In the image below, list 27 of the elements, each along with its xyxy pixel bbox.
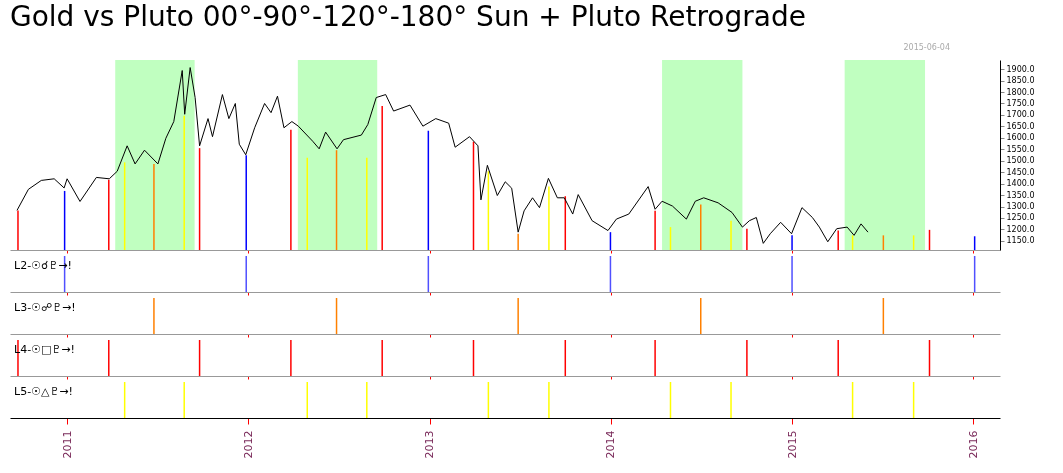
y-tick-label: 1450.0 [1006,167,1035,177]
y-tick-label: 1550.0 [1006,144,1035,154]
y-tick-label: 1850.0 [1006,76,1035,86]
y-tick-label: 1400.0 [1006,179,1035,189]
y-tick-label: 1300.0 [1006,202,1035,212]
x-tick-label: 2013 [423,430,437,459]
x-tick-label: 2016 [966,430,980,459]
y-tick-label: 1900.0 [1006,64,1035,74]
y-tick-label: 1150.0 [1006,236,1035,246]
x-tick-label: 2012 [241,430,255,459]
y-tick-label: 1250.0 [1006,213,1035,223]
y-tick-label: 1800.0 [1006,87,1035,97]
x-tick-label: 2011 [60,430,74,459]
x-tick-label: 2014 [604,430,618,459]
y-tick-label: 1350.0 [1006,190,1035,200]
chart-title: Gold vs Pluto 00°-90°-120°-180° Sun + Pluto Retrograde [10,0,806,33]
y-tick-label: 1750.0 [1006,98,1035,108]
y-tick-label: 1500.0 [1006,156,1035,166]
text: 2015-06-04 [903,43,950,52]
y-tick-label: 1650.0 [1006,121,1035,131]
y-tick-label: 1700.0 [1006,110,1035,120]
chart-title: L3-☉☍♇→! [14,301,76,314]
chart-title: L5-☉△♇→! [14,385,73,398]
y-tick-label: 1600.0 [1006,133,1035,143]
line-series [16,67,869,244]
x-tick-label: 2015 [785,430,799,459]
y-tick-label: 1200.0 [1006,224,1035,234]
